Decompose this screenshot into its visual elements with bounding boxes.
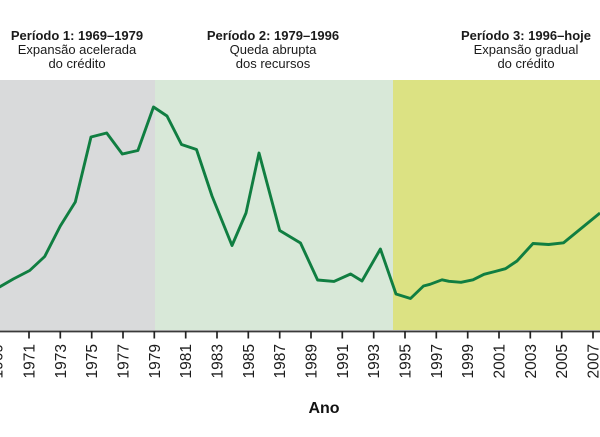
svg-text:1985: 1985 — [241, 344, 258, 378]
svg-text:1977: 1977 — [116, 344, 133, 378]
svg-text:1979: 1979 — [147, 344, 164, 378]
svg-text:1987: 1987 — [272, 344, 289, 378]
svg-text:2003: 2003 — [523, 344, 540, 378]
svg-text:2005: 2005 — [554, 344, 571, 378]
svg-text:1981: 1981 — [178, 344, 195, 378]
svg-text:2007: 2007 — [586, 344, 600, 378]
svg-text:1969: 1969 — [0, 344, 6, 378]
svg-text:1973: 1973 — [53, 344, 70, 378]
svg-text:1995: 1995 — [398, 344, 415, 378]
svg-text:1993: 1993 — [366, 344, 383, 378]
svg-text:1983: 1983 — [210, 344, 227, 378]
svg-text:1997: 1997 — [429, 344, 446, 378]
svg-text:1989: 1989 — [304, 344, 321, 378]
svg-text:2001: 2001 — [492, 344, 509, 378]
svg-text:1971: 1971 — [22, 344, 39, 378]
svg-text:1975: 1975 — [84, 344, 101, 378]
svg-text:1991: 1991 — [335, 344, 352, 378]
svg-text:1999: 1999 — [460, 344, 477, 378]
